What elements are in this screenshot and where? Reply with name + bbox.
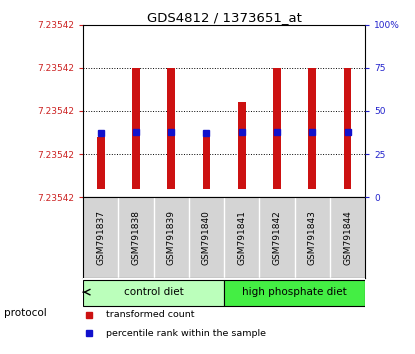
- Bar: [344, 68, 352, 188]
- Text: GSM791843: GSM791843: [308, 210, 317, 265]
- Text: high phosphate diet: high phosphate diet: [242, 287, 347, 297]
- Text: protocol: protocol: [4, 308, 47, 318]
- Text: transformed count: transformed count: [105, 310, 194, 319]
- Title: GDS4812 / 1373651_at: GDS4812 / 1373651_at: [146, 11, 302, 24]
- Text: GSM791837: GSM791837: [96, 210, 105, 265]
- Text: GSM791842: GSM791842: [273, 210, 281, 265]
- Bar: [167, 68, 175, 188]
- Bar: [224, 280, 365, 306]
- Text: GSM791840: GSM791840: [202, 210, 211, 265]
- Bar: [203, 137, 210, 188]
- Bar: [97, 137, 105, 188]
- Text: GSM791838: GSM791838: [132, 210, 140, 265]
- Text: percentile rank within the sample: percentile rank within the sample: [105, 329, 266, 338]
- Text: GSM791844: GSM791844: [343, 210, 352, 265]
- Bar: [83, 280, 224, 306]
- Bar: [308, 68, 316, 188]
- Text: control diet: control diet: [124, 287, 183, 297]
- Bar: [238, 102, 246, 188]
- Text: GSM791839: GSM791839: [167, 210, 176, 265]
- Bar: [132, 68, 140, 188]
- Text: GSM791841: GSM791841: [237, 210, 246, 265]
- Bar: [273, 68, 281, 188]
